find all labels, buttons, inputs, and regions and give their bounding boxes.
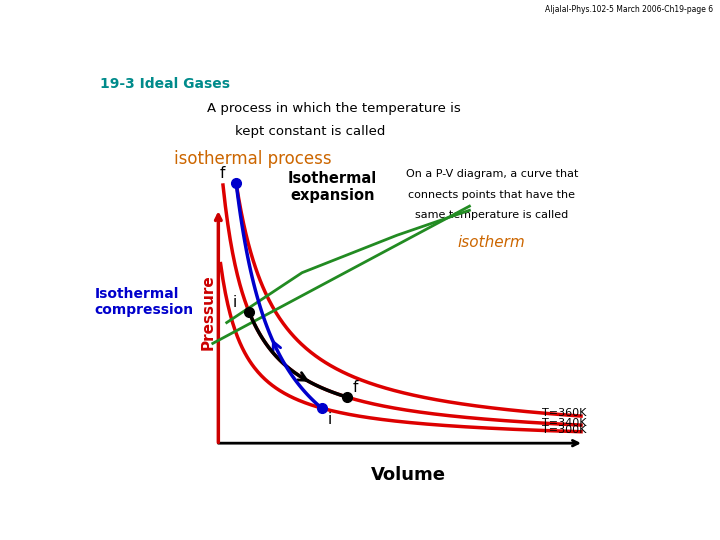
- Text: connects points that have the: connects points that have the: [408, 190, 575, 200]
- Text: Pressure: Pressure: [201, 274, 216, 350]
- Text: 19-3 Ideal Gases: 19-3 Ideal Gases: [100, 77, 230, 91]
- Text: isotherm: isotherm: [458, 235, 526, 250]
- Text: kept constant is called: kept constant is called: [235, 125, 385, 138]
- Text: T=360K: T=360K: [542, 408, 586, 418]
- Text: isothermal process: isothermal process: [174, 150, 331, 168]
- Text: On a P-V diagram, a curve that: On a P-V diagram, a curve that: [405, 168, 578, 179]
- Text: f: f: [352, 380, 358, 395]
- Text: Isothermal
expansion: Isothermal expansion: [288, 171, 377, 203]
- Text: i: i: [233, 295, 237, 310]
- Text: Isothermal
compression: Isothermal compression: [94, 287, 194, 317]
- Text: f: f: [220, 166, 225, 181]
- Text: A process in which the temperature is: A process in which the temperature is: [207, 102, 461, 115]
- Text: T=340K: T=340K: [542, 418, 587, 428]
- Text: i: i: [327, 412, 331, 427]
- Text: T=300K: T=300K: [542, 426, 586, 435]
- Text: same temperature is called: same temperature is called: [415, 210, 568, 220]
- Text: Aljalal-Phys.102-5 March 2006-Ch19-page 6: Aljalal-Phys.102-5 March 2006-Ch19-page …: [544, 5, 713, 15]
- Text: Volume: Volume: [371, 466, 446, 484]
